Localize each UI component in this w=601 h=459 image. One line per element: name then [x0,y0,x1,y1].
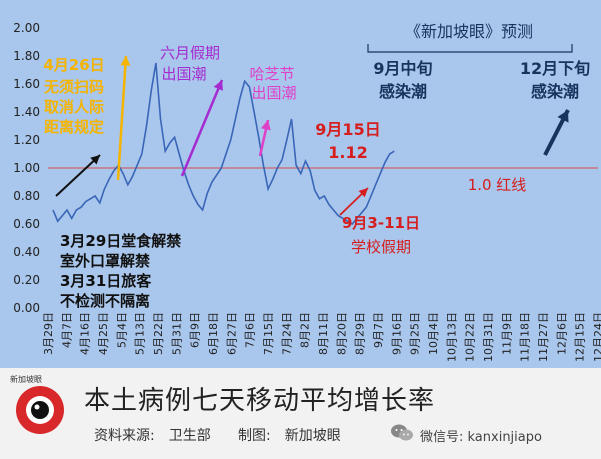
arrow-school-holiday-head [358,188,368,198]
x-tick-label: 5月31日 [170,312,183,355]
x-tick-label: 4月25日 [97,312,110,355]
annotation-label: 9月3-11日 [342,214,420,232]
x-tick-label: 6月9日 [189,312,202,348]
annotation-label: 感染潮 [379,82,427,101]
annotation-label: 1.12 [328,143,367,162]
x-tick-label: 11月18日 [519,312,532,362]
reference-line-label: 1.0 红线 [468,176,527,194]
annotation-label: 取消人际 [44,98,104,116]
annotation-label: 3月31日旅客 [60,272,152,290]
arrow-hari-raya-head [261,120,271,131]
annotation-label: 9月中旬 [373,59,432,78]
y-tick-label: 0.20 [13,273,40,287]
annotation-label: 4月26日 [43,56,104,74]
arrow-reopening-head [90,155,100,165]
arrow-school-holiday [339,187,369,216]
maker-text: 制图: 新加坡眼 [238,428,341,444]
logo-label: 新加坡眼 [10,375,42,384]
arrow-june-holiday [180,79,224,177]
arrow-june-holiday-head [213,80,223,91]
arrow-reopening [55,154,101,197]
arrow-december-wave-head [557,110,569,123]
y-tick-label: 1.20 [13,133,40,147]
x-tick-label: 6月18日 [207,312,220,355]
arrow-distancing-shaft [116,55,128,181]
x-tick-label: 7月15日 [262,312,275,355]
y-tick-label: 1.60 [13,77,40,91]
x-tick-label: 5月22日 [152,312,165,355]
arrow-december-wave [543,109,570,156]
annotation-label: 无须扫码 [43,78,104,96]
annotation-label: 《新加坡眼》预测 [405,22,533,41]
x-tick-label: 3月29日 [42,312,55,355]
x-tick-label: 12月15日 [574,312,587,362]
arrow-reopening-shaft [55,154,101,197]
x-tick-label: 12月6日 [555,312,568,355]
series-line [52,62,395,226]
x-tick-label: 10月4日 [427,312,440,355]
arrow-june-holiday-shaft [180,79,224,177]
annotation-label: 出国潮 [251,84,296,102]
x-tick-label: 11月27日 [537,312,550,362]
forecast-bracket [367,44,573,53]
y-tick-label: 0.00 [13,301,40,315]
y-tick-label: 2.00 [13,21,40,35]
x-tick-label: 11月9日 [500,312,513,355]
y-tick-label: 0.60 [13,217,40,231]
y-tick-label: 0.80 [13,189,40,203]
annotation-label: 3月29日堂食解禁 [60,232,181,250]
y-tick-label: 1.80 [13,49,40,63]
annotation-label: 出国潮 [161,65,206,83]
arrow-distancing-head [120,56,131,66]
x-tick-label: 7月24日 [280,312,293,355]
wechat-icon [391,424,413,441]
annotation-label: 哈芝节 [249,65,294,83]
x-tick-label: 4月7日 [60,312,73,348]
y-tick-label: 0.40 [13,245,40,259]
source-text: 资料来源: 卫生部 [94,428,211,444]
footer-band [0,368,601,459]
x-tick-label: 5月13日 [134,312,147,355]
x-tick-label: 6月27日 [225,312,238,355]
annotation-label: 学校假期 [351,238,411,256]
x-tick-label: 12月24日 [592,312,601,362]
y-tick-label: 1.00 [13,161,40,175]
annotation-label: 感染潮 [531,82,579,101]
y-tick-label: 1.40 [13,105,40,119]
camera-eye-logo-icon [16,386,64,434]
x-tick-label: 4月16日 [79,312,92,355]
annotation-label: 距离规定 [44,118,104,136]
x-tick-label: 8月29日 [354,312,367,355]
arrow-distancing [116,55,131,181]
annotation-label: 9月15日 [315,120,380,139]
annotation-label: 不检测不隔离 [60,292,150,310]
growth-rate-chart: 0.00 0.20 0.40 0.60 0.80 1.00 1.20 1.40 1.60 1.80… [13,21,601,362]
annotation-label: 室外口罩解禁 [60,252,150,270]
x-tick-label: 9月16日 [390,312,403,355]
x-tick-label: 10月22日 [464,312,477,362]
x-tick-label: 8月11日 [317,312,330,355]
x-tick-label: 10月31日 [482,312,495,362]
x-tick-label: 5月4日 [115,312,128,348]
arrow-hari-raya [258,119,271,157]
x-tick-label: 8月2日 [299,312,312,348]
x-tick-label: 9月25日 [409,312,422,355]
wechat-id: 微信号: kanxinjiapo [420,430,542,445]
footer-title: 本土病例七天移动平均增长率 [84,386,436,416]
annotation-label: 六月假期 [160,44,220,62]
x-tick-label: 8月20日 [335,312,348,355]
x-tick-label: 9月7日 [372,312,385,348]
x-tick-label: 10月13日 [445,312,458,362]
x-tick-label: 7月6日 [244,312,257,348]
annotation-label: 12月下旬 [520,59,590,78]
